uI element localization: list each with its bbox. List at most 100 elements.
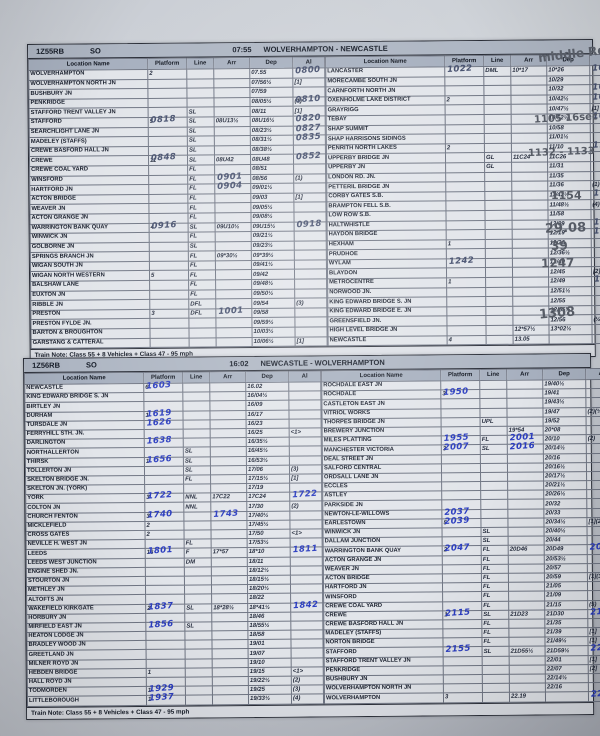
printed-value: HALTWHISTLE [328,221,370,229]
cell-arr [508,628,545,638]
cell-line: FL [187,203,215,214]
cell-allowance: 1220 [591,225,600,239]
column-header: Line [186,57,214,70]
cell-dep: 21/15 [544,600,588,610]
route-title: WOLVERHAMPTON - NEWCASTLE [263,43,388,54]
cell-platform [150,337,190,348]
cell-line: SL [482,646,510,657]
printed-value: SL [186,605,194,612]
cell-dep: 21/09 [544,590,588,601]
printed-value: 20/16 [544,454,560,462]
printed-value: [1] [589,656,598,663]
cell-dep: 21D59½ [545,646,589,656]
printed-value: [2] [592,268,600,275]
cell-allowance [293,202,326,213]
cell-allowance: [1] [293,106,326,117]
printed-value: 19/40½ [544,381,565,388]
printed-value: 17/06 [247,466,264,473]
printed-value: 12/55½ [550,307,571,314]
printed-value: 09/05½ [252,204,273,211]
cell-arr [214,212,252,223]
printed-value: 10/42½ [548,96,569,103]
cell-platform: 3 [443,692,483,703]
printed-value: ALTOFTS JN [28,596,64,603]
printed-value: <1> [292,668,304,675]
printed-value: SL [188,157,197,164]
column-header: Dep [546,54,590,66]
printed-value: MANCHESTER VICTORIA [323,446,394,453]
cell-dep: 17/40½ [246,510,290,521]
cell-platform [442,619,482,629]
printed-value: 10*17 [512,67,528,75]
cell-platform [143,401,183,412]
handwritten-annotation: 1842 [292,599,319,611]
timetable-row: NEWCASTLE 4 13.05 [328,333,600,347]
printed-value: HORBURY JN [28,614,67,621]
cell-line: NNL [183,502,211,512]
cell-arr [508,554,545,565]
printed-value: 08/31½ [251,137,272,144]
column-header: Platform [143,372,183,384]
cell-dep: 11/01½ [547,132,591,143]
cell-dep: 18/15½ [247,575,291,585]
printed-value: GRAYRIGG [327,106,359,114]
printed-value: GREETLAND JN [28,651,74,658]
cell-platform: 1 1937 [146,692,186,705]
printed-value: 21/49½ [546,638,567,645]
cell-line [183,483,211,494]
cell-dep: 11/31 [547,161,591,172]
printed-value: DFL [190,301,202,308]
printed-value: UPL [481,418,494,425]
printed-value: 12/40 [549,259,565,266]
cell-dep: 20/21½ [543,480,587,491]
printed-value: [1] [294,108,302,115]
cell-dep: 17/53½ [247,538,291,548]
cell-allowance [290,584,323,594]
printed-value: 08/05½ [251,98,272,106]
handwritten-annotation: 0800 [294,64,321,77]
cell-platform [446,267,486,278]
printed-value: (3) [292,686,301,693]
cell-platform [149,241,189,252]
printed-value: 08U13½ [215,118,239,125]
printed-value: PENRITH NORTH LAKES [327,144,397,152]
printed-value: WARRINGTON BANK QUAY [324,547,402,554]
cell-allowance [289,510,322,520]
cell-dep: 08/05½ [249,96,294,107]
printed-value: WAKEFIELD KIRKGATE [28,605,94,612]
cell-arr [214,135,251,146]
printed-value: CROSS GATES [27,531,70,539]
cell-platform [446,306,486,317]
cell-line [485,315,513,326]
cell-line: FL [481,600,509,611]
printed-value: THORPES BRIDGE JN [323,418,385,426]
cell-arr [211,584,248,595]
printed-value: HEBDEN BRIDGE [28,669,78,676]
cell-arr [512,257,549,268]
cell-arr [508,600,545,610]
cell-dep: 20/26½ [543,489,587,500]
printed-value: UPPERBY BRIDGE JN [327,154,390,162]
printed-value: 18/46 [249,613,265,620]
handwritten-annotation: 2200 [590,642,600,655]
cell-line [480,462,508,473]
cell-line [184,584,212,595]
cell-arr [512,219,549,230]
cell-line [185,649,213,659]
cell-allowance: 0827 [293,122,326,136]
cell-line [185,667,213,678]
handwritten-annotation: 2007 [443,441,470,454]
cell-dep: 16/53½ [246,455,290,466]
cell-allowance: [1] [590,103,600,114]
printed-value: 17/53½ [248,540,269,547]
cell-allowance: (2)(½) [585,406,600,417]
cell-arr [509,664,546,675]
printed-value: [1](2½) [588,518,600,525]
cell-allowance [585,379,600,389]
cell-platform [442,564,482,574]
cell-dep: 21/35 [544,618,588,629]
printed-value: 09/08½ [252,214,273,221]
cell-dep: 12/45 [548,267,592,278]
cell-arr [211,593,248,604]
printed-value: CREWE [325,612,347,619]
